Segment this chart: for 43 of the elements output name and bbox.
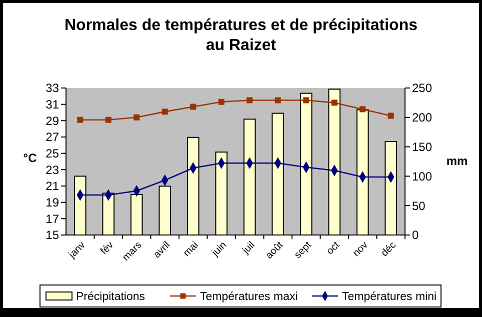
point (105, 116, 112, 123)
y2-tick-label: 100 (412, 169, 432, 184)
x-tick-label: mai (182, 240, 201, 259)
y-tick-label: 33 (46, 81, 60, 96)
x-tick-label: juin (209, 240, 229, 260)
point (303, 97, 310, 104)
y-tick-label: 15 (46, 228, 60, 242)
y2-tick-label: 150 (412, 140, 432, 154)
y-tick-label: 19 (46, 196, 60, 210)
y-tick-label: 23 (46, 162, 60, 177)
point (331, 100, 338, 106)
chart-title: Normales de températures et de précipitations au Raizet (64, 17, 418, 54)
point (218, 98, 224, 105)
y2-tick-label: 0 (412, 228, 419, 242)
point (77, 116, 84, 123)
y-tick-label: 21 (46, 179, 60, 194)
y-axis-title: °C (23, 151, 38, 165)
y-tick-label: 25 (46, 146, 60, 161)
y-tick-label: 27 (46, 130, 60, 144)
x-tick-label: août (264, 240, 286, 262)
point (134, 114, 140, 120)
point (162, 108, 168, 115)
y2-axis-title: mm (446, 154, 468, 168)
x-tick-label: oct (324, 240, 342, 258)
point (360, 106, 366, 112)
x-tick-label: fév (98, 240, 116, 258)
point (388, 112, 394, 119)
x-tick-label: sept (292, 240, 314, 261)
legend-label: Températures maxi (200, 291, 298, 304)
y2-tick-label: 50 (412, 198, 426, 213)
y2-tick-label: 250 (412, 81, 432, 96)
x-tick-label: déc (379, 240, 398, 259)
legend-label: Précipitations (76, 291, 146, 304)
point (190, 104, 196, 110)
point (274, 97, 281, 104)
y2-tick-label: 200 (412, 110, 432, 125)
y-tick-label: 29 (46, 114, 60, 128)
legend-label: Températures mini (342, 291, 437, 304)
y-tick-label: 31 (46, 98, 60, 112)
y-tick-label: 17 (46, 212, 60, 226)
x-tick-label: juil (240, 240, 258, 257)
x-tick-label: nov (351, 240, 370, 259)
point (246, 97, 253, 104)
